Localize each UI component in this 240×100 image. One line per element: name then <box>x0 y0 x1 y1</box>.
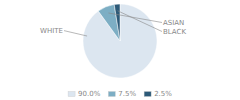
legend-item: 2.5% <box>144 90 172 98</box>
leader-line <box>108 13 162 23</box>
chart: WHITE ASIANBLACK 90.0% 7.5% 2.5% <box>0 0 240 100</box>
legend: 90.0% 7.5% 2.5% <box>68 90 172 98</box>
leader-line <box>118 11 162 32</box>
legend-label: 90.0% <box>78 90 101 98</box>
legend-item: 7.5% <box>108 90 136 98</box>
annotation-label: WHITE <box>40 27 63 35</box>
legend-label: 7.5% <box>118 90 136 98</box>
pie-slice <box>114 4 120 41</box>
annotation-label: ASIAN <box>163 19 184 27</box>
annotations: WHITE ASIANBLACK <box>40 11 186 36</box>
legend-swatch <box>108 92 115 97</box>
legend-item: 90.0% <box>68 90 101 98</box>
annotation-label: BLACK <box>163 28 186 36</box>
pie-slice <box>98 4 120 41</box>
legend-label: 2.5% <box>154 90 172 98</box>
legend-swatch <box>144 92 151 97</box>
legend-swatch <box>68 92 75 97</box>
leader-line <box>64 31 87 36</box>
